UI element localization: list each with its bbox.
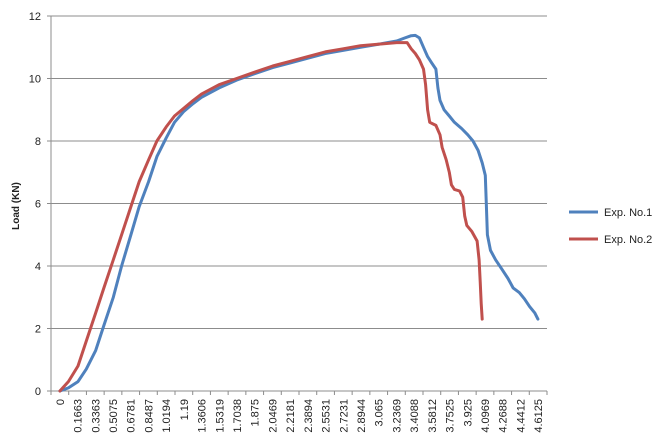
x-tick-label: 2.3894 bbox=[303, 399, 315, 433]
x-tick-label: 1.5319 bbox=[214, 399, 226, 433]
y-tick-label: 12 bbox=[29, 11, 41, 23]
x-tick-label: 2.0469 bbox=[267, 399, 279, 433]
legend: Exp. No.1 Exp. No.2 bbox=[569, 207, 652, 246]
x-tick-label: 2.8944 bbox=[356, 399, 368, 433]
x-tick-label: 1.875 bbox=[250, 399, 262, 427]
x-tick-label: 1.0194 bbox=[161, 399, 173, 433]
series-lines bbox=[58, 33, 540, 393]
y-tick-label: 8 bbox=[35, 136, 41, 148]
x-tick-label: 0.1663 bbox=[73, 399, 85, 433]
x-tick-label: 3.4088 bbox=[409, 399, 421, 433]
y-tick-label: 6 bbox=[35, 199, 41, 211]
x-tick-label: 3.925 bbox=[462, 399, 474, 427]
x-tick-label: 4.4412 bbox=[515, 399, 527, 433]
y-tick-label: 0 bbox=[35, 386, 41, 398]
gridlines bbox=[51, 15, 547, 329]
x-tick-label: 0.3363 bbox=[90, 399, 102, 433]
x-tick-label: 3.7525 bbox=[445, 399, 457, 433]
x-tick-label: 0.6781 bbox=[126, 399, 138, 433]
series-line-1 bbox=[58, 33, 540, 393]
x-tick-label: 1.19 bbox=[179, 399, 191, 420]
x-tick-label: 3.065 bbox=[374, 399, 386, 427]
y-tick-labels: 0 2 4 6 8 10 12 bbox=[29, 11, 41, 398]
x-tick-label: 2.5531 bbox=[321, 399, 333, 433]
x-tick-label: 3.2369 bbox=[391, 399, 403, 433]
x-tick-label: 0 bbox=[55, 399, 67, 405]
legend-label-1: Exp. No.1 bbox=[604, 207, 652, 219]
x-tick-labels: 0 0.1663 0.3363 0.5075 0.6781 0.8487 1.0194 1.1… bbox=[55, 399, 545, 433]
x-tick-label: 4.6125 bbox=[533, 399, 545, 433]
x-tick-label: 4.0969 bbox=[480, 399, 492, 433]
y-tick-label: 2 bbox=[35, 324, 41, 336]
x-tick-label: 3.5812 bbox=[427, 399, 439, 433]
y-axis-title: Load (KN) bbox=[11, 182, 22, 230]
x-tick-label: 1.3606 bbox=[197, 399, 209, 433]
x-tick-label: 0.5075 bbox=[108, 399, 120, 433]
x-tick-label: 4.2688 bbox=[498, 399, 510, 433]
x-tick-label: 2.2181 bbox=[285, 399, 297, 433]
x-tick-label: 0.8487 bbox=[143, 399, 155, 433]
series-line-2 bbox=[58, 41, 484, 393]
y-tick-label: 4 bbox=[35, 261, 41, 273]
x-tick-label: 1.7038 bbox=[232, 399, 244, 433]
x-tick-label: 2.7231 bbox=[338, 399, 350, 433]
y-tick-label: 10 bbox=[29, 74, 41, 86]
axes bbox=[47, 15, 548, 395]
legend-label-2: Exp. No.2 bbox=[604, 234, 652, 246]
